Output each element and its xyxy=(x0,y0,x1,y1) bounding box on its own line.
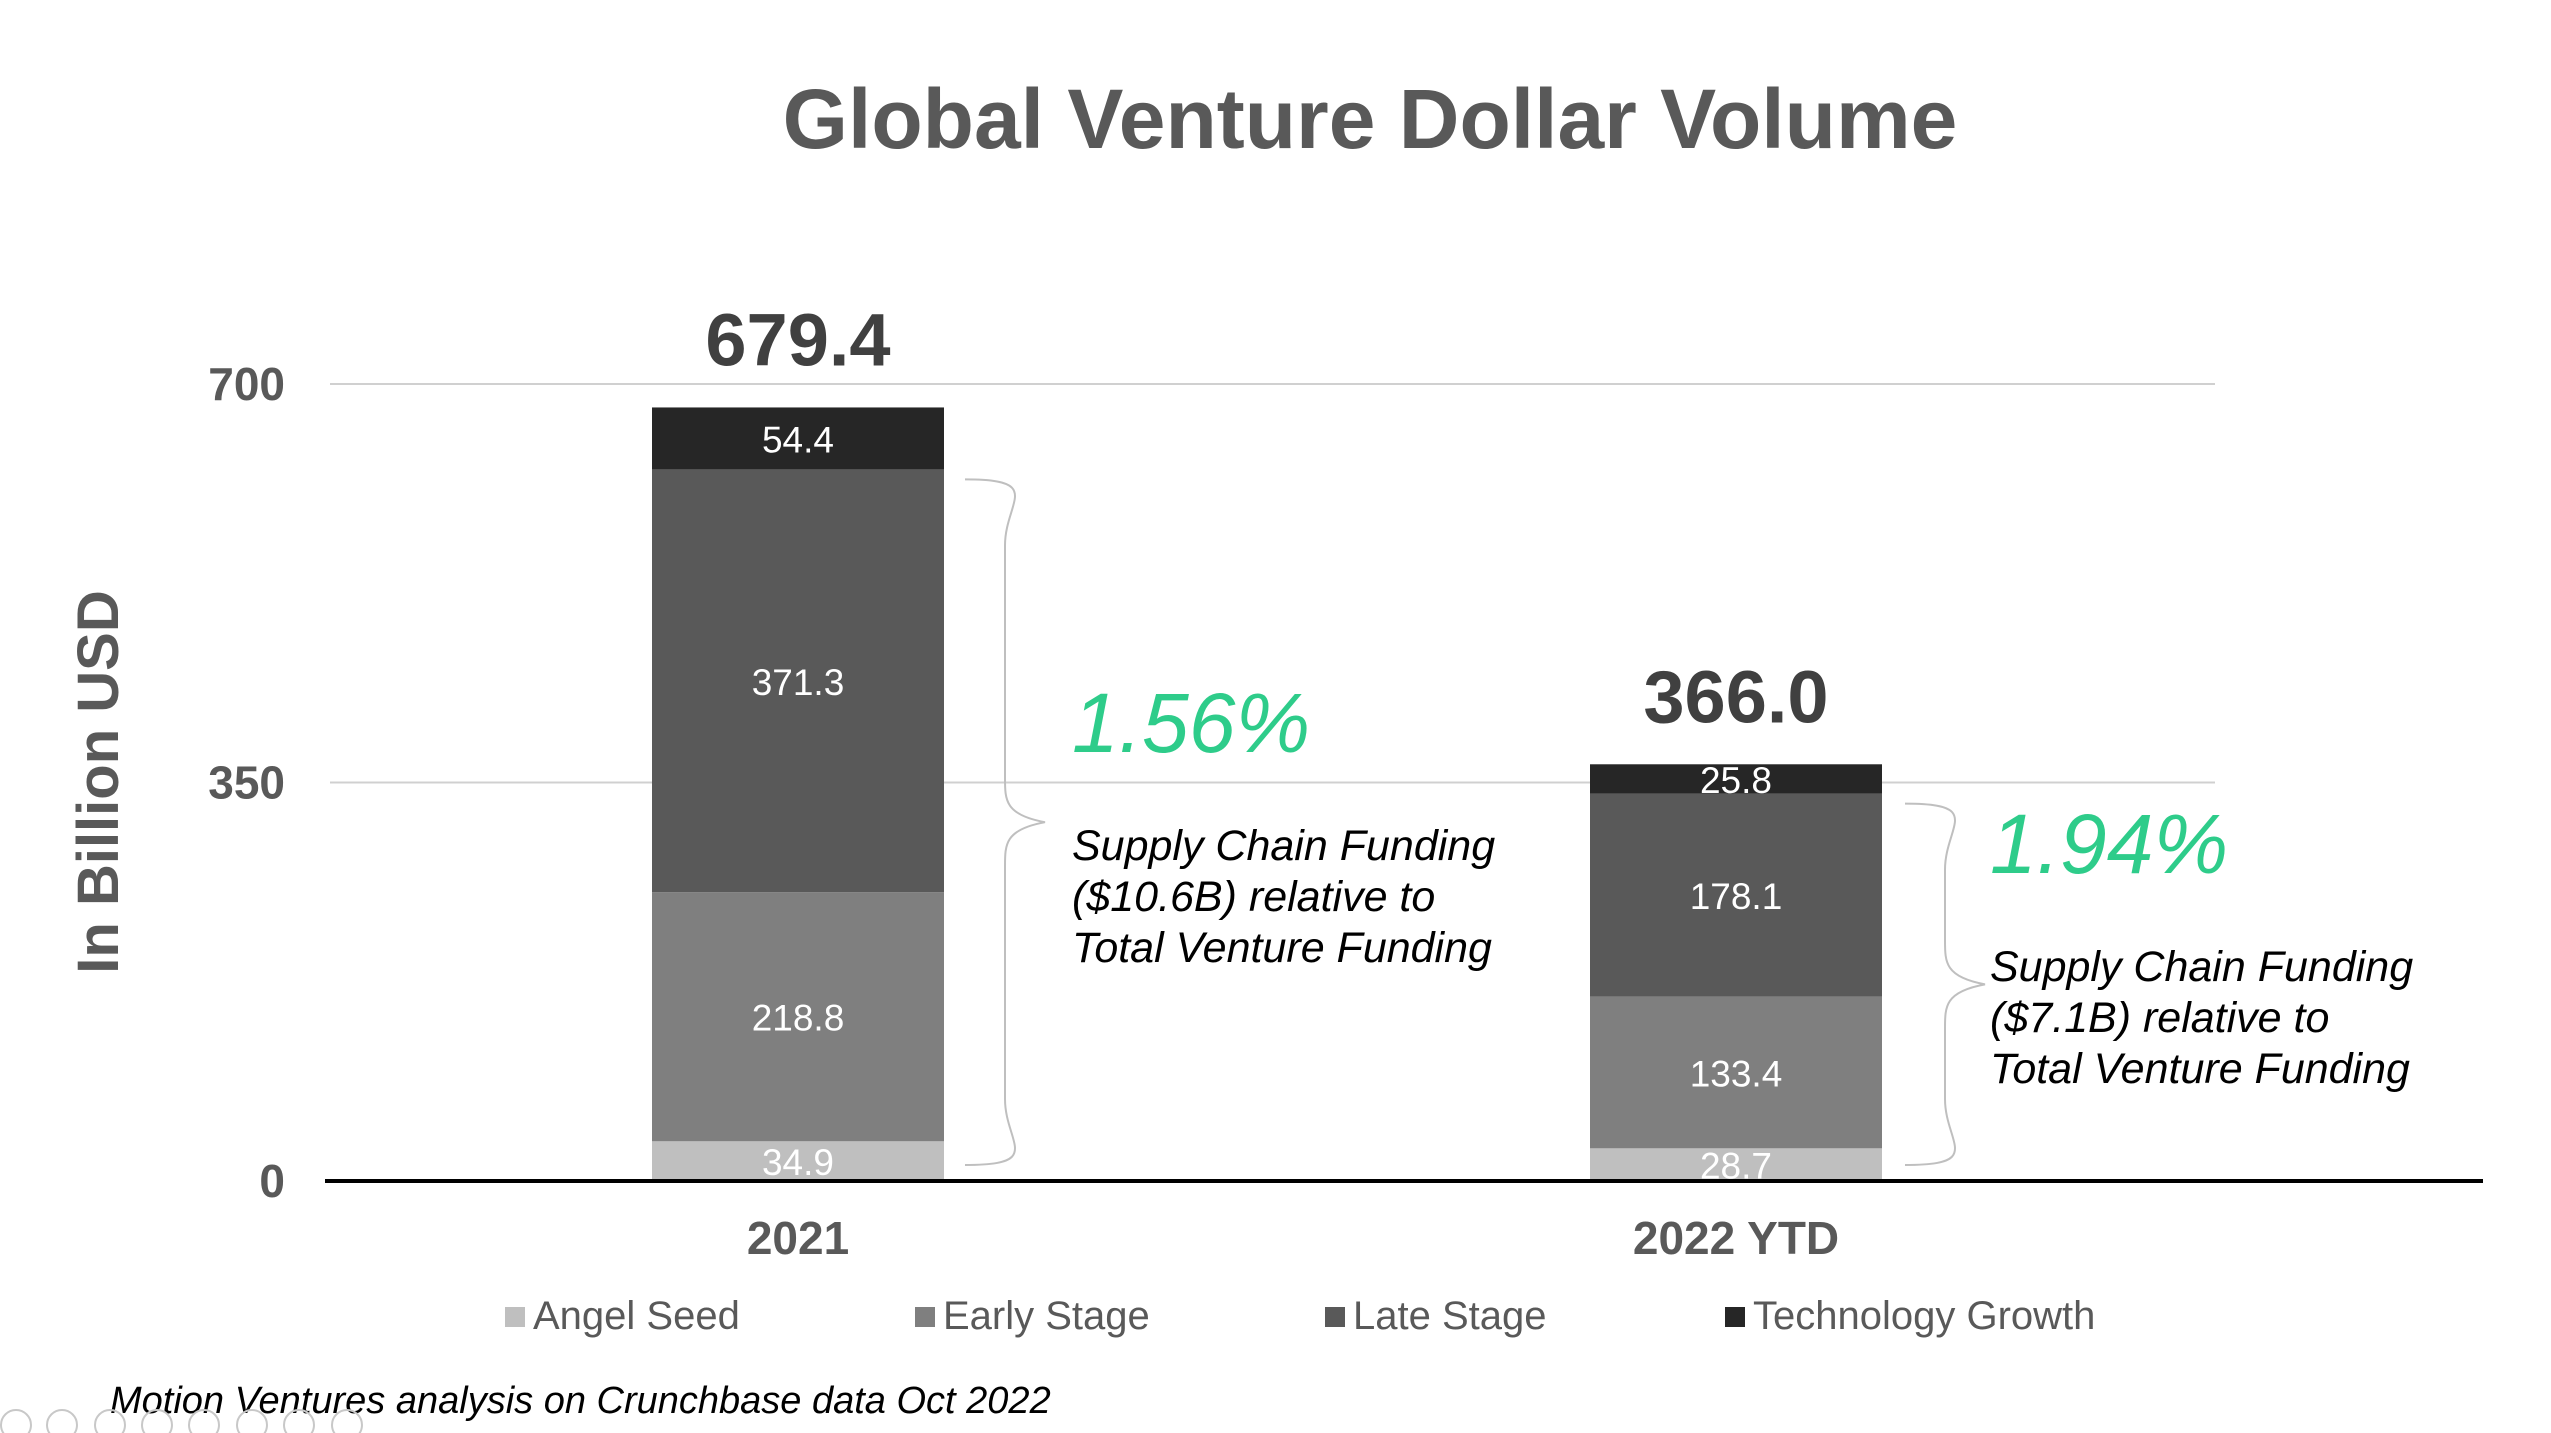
brace xyxy=(1904,802,1986,1166)
annotations: 1.56%Supply Chain Funding($10.6B) relati… xyxy=(1072,676,2413,1093)
x-tick-label: 2022 YTD xyxy=(1633,1212,1839,1264)
source-note: Motion Ventures analysis on Crunchbase d… xyxy=(110,1380,1051,1422)
bar-segment xyxy=(1590,996,1882,1149)
y-tick-label: 700 xyxy=(208,358,285,410)
total-value-label: 679.4 xyxy=(705,298,890,381)
braces xyxy=(964,478,1986,1166)
bar-segment xyxy=(1590,764,1882,794)
annotation-line: Supply Chain Funding xyxy=(1072,822,1495,870)
annotation-line: Total Venture Funding xyxy=(1072,924,1492,972)
bar-segment xyxy=(652,407,944,470)
legend-item: Angel Seed xyxy=(505,1294,740,1338)
legend-label: Late Stage xyxy=(1353,1294,1547,1338)
segment-value-label: 25.8 xyxy=(1700,760,1772,801)
bar-segment xyxy=(1590,793,1882,997)
annotation-line: Total Venture Funding xyxy=(1990,1045,2410,1093)
annotation-line: ($10.6B) relative to xyxy=(1072,873,1435,921)
annotation-percent: 1.94% xyxy=(1990,797,2228,891)
legend-item: Late Stage xyxy=(1325,1294,1547,1338)
slide-nav-controls xyxy=(0,1409,363,1433)
legend-item: Early Stage xyxy=(915,1294,1150,1338)
more-options-icon[interactable] xyxy=(331,1409,363,1433)
legend-swatch xyxy=(915,1307,935,1327)
bar-segment xyxy=(1590,1148,1882,1181)
bars: 34.9218.8371.354.4679.428.7133.4178.125.… xyxy=(652,298,1882,1187)
next-slide-icon[interactable] xyxy=(46,1409,78,1433)
zoom-icon[interactable] xyxy=(188,1409,220,1433)
segment-value-label: 218.8 xyxy=(752,998,845,1039)
annotation: 1.56% Supply Chain Funding($10.6B) relati… xyxy=(1072,676,1495,972)
y-axis-label: In Billion USD xyxy=(66,590,131,973)
slides-grid-icon[interactable] xyxy=(141,1409,173,1433)
segment-value-label: 34.9 xyxy=(762,1142,834,1183)
y-tick-label: 0 xyxy=(259,1155,285,1207)
annotation-line: ($7.1B) relative to xyxy=(1990,994,2329,1042)
gridlines xyxy=(330,383,2215,784)
legend-swatch xyxy=(1325,1307,1345,1327)
bar-segment xyxy=(652,469,944,893)
segment-value-label: 54.4 xyxy=(762,419,834,460)
segment-value-label: 133.4 xyxy=(1690,1053,1783,1094)
y-axis-ticks: 0 350 700 xyxy=(208,358,285,1207)
prev-slide-icon[interactable] xyxy=(0,1409,32,1433)
bar-stack-2021: 34.9 218.8 371.3 54.4 679.4 xyxy=(652,298,944,1183)
legend-label: Angel Seed xyxy=(533,1294,740,1338)
subtitles-icon[interactable] xyxy=(236,1409,268,1433)
camera-icon[interactable] xyxy=(283,1409,315,1433)
legend-label: Early Stage xyxy=(943,1294,1150,1338)
brace xyxy=(964,478,1046,1166)
legend-swatch xyxy=(1725,1307,1745,1327)
bar-segment xyxy=(652,1141,944,1181)
legend-item: Technology Growth xyxy=(1725,1294,2095,1338)
y-tick-label: 350 xyxy=(208,757,285,809)
segment-value-label: 178.1 xyxy=(1690,876,1783,917)
x-tick-label: 2021 xyxy=(747,1212,849,1264)
total-value-label: 366.0 xyxy=(1643,655,1828,738)
annotation: 1.94% Supply Chain Funding($7.1B) relativ… xyxy=(1990,797,2413,1093)
pen-icon[interactable] xyxy=(94,1409,126,1433)
legend: Angel Seed Early Stage Late Stage Technolog… xyxy=(505,1294,2095,1338)
legend-label: Technology Growth xyxy=(1753,1294,2095,1338)
chart-title: Global Venture Dollar Volume xyxy=(783,72,1958,166)
segment-value-label: 371.3 xyxy=(752,662,845,703)
annotation-line: Supply Chain Funding xyxy=(1990,943,2413,991)
annotation-percent: 1.56% xyxy=(1072,676,1310,770)
x-axis-ticks: 2021 2022 YTD xyxy=(747,1212,1839,1264)
legend-swatch xyxy=(505,1307,525,1327)
bar-segment xyxy=(652,892,944,1142)
